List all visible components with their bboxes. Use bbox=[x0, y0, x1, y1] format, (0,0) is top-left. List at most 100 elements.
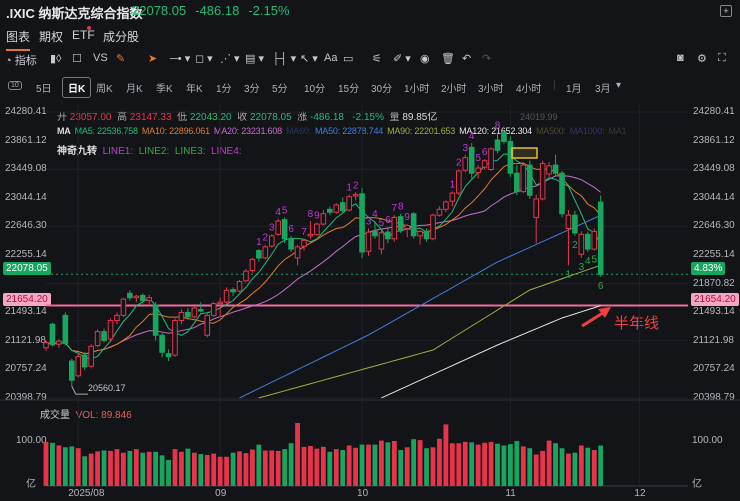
window-icon[interactable]: + bbox=[720, 5, 732, 17]
compare-button[interactable]: VS bbox=[93, 52, 108, 64]
period-5[interactable]: 年K bbox=[186, 84, 203, 95]
volume-bar bbox=[295, 423, 300, 486]
nine-turn-count: 8 bbox=[398, 202, 404, 213]
settings-icon[interactable]: ⚙ bbox=[697, 53, 707, 65]
indicator-button[interactable]: ◔ 指标 bbox=[5, 52, 37, 68]
candle-up bbox=[481, 160, 488, 168]
candle-up bbox=[462, 157, 469, 171]
period-0[interactable]: 5日 bbox=[36, 84, 52, 95]
low-label: 20560.17 bbox=[88, 383, 126, 393]
low-pointer bbox=[71, 385, 88, 395]
eye-icon[interactable]: ◉ bbox=[420, 53, 430, 65]
ma50-line bbox=[239, 214, 601, 399]
rect-tool-icon[interactable]: ◻ ▾ bbox=[195, 53, 213, 65]
volume-bar bbox=[572, 452, 578, 486]
price-tick-l-5: 22255.14 bbox=[5, 249, 47, 260]
period-14[interactable]: 3小时 bbox=[478, 84, 504, 95]
text-tool-button[interactable]: Aa bbox=[324, 52, 338, 64]
tab-chart[interactable]: 图表 bbox=[6, 30, 31, 51]
period-8[interactable]: 5分 bbox=[272, 84, 288, 95]
volume-bar bbox=[404, 447, 410, 486]
period-11[interactable]: 30分 bbox=[371, 84, 393, 95]
candle-down bbox=[81, 354, 88, 368]
square-icon[interactable]: ☐ bbox=[72, 53, 82, 65]
price-tick-r-8: 21121.98 bbox=[693, 334, 734, 346]
nine-turn-count: 8 bbox=[495, 121, 501, 132]
fib-tool-icon[interactable]: ▤ ▾ bbox=[245, 53, 264, 65]
period-dropdown-icon[interactable]: ▾ bbox=[616, 80, 622, 91]
date-tick-1: 09 bbox=[215, 488, 227, 499]
period-4[interactable]: 季K bbox=[156, 84, 173, 95]
brush-icon[interactable]: ✐ ▾ bbox=[393, 53, 411, 65]
nine-turn-count: 9 bbox=[314, 211, 320, 222]
candle-up bbox=[204, 314, 211, 336]
pct-badge: 4.83% bbox=[691, 262, 726, 275]
line-tool-icon[interactable]: ─• ▾ bbox=[170, 53, 191, 65]
candle-down bbox=[62, 314, 69, 344]
close-value: 22078.05 bbox=[249, 112, 292, 123]
tab-constituents[interactable]: 成分股 bbox=[103, 30, 140, 44]
volume-bar bbox=[346, 445, 352, 486]
period-15[interactable]: 4小时 bbox=[516, 84, 542, 95]
period-3[interactable]: 月K bbox=[126, 84, 143, 95]
nine-turn-count: 6 bbox=[598, 281, 604, 292]
period-7[interactable]: 3分 bbox=[244, 84, 260, 95]
volume-bar bbox=[230, 452, 236, 486]
candle-down bbox=[127, 292, 133, 299]
price-tick-r-2: 23449.08 bbox=[693, 163, 735, 175]
pencil-icon[interactable]: ✎ bbox=[116, 53, 126, 65]
chg-value: -486.18 bbox=[310, 112, 344, 123]
line2-label: LINE2: bbox=[138, 146, 170, 157]
nine-legend[interactable]: 神奇九转 LINE1: LINE2: LINE3: LINE4: bbox=[57, 142, 242, 157]
ma-legend[interactable]: MA MA5: 22536.758 MA10: 22896.061 MA20: 232… bbox=[57, 126, 630, 136]
fullscreen-icon[interactable]: ⛶ bbox=[718, 52, 726, 64]
tab-options[interactable]: 期权 bbox=[39, 30, 64, 44]
volume-bar bbox=[553, 443, 558, 486]
volume-bar bbox=[62, 447, 68, 486]
ma120-value: MA120: 21652.304 bbox=[459, 126, 532, 136]
trash-icon[interactable]: 🗑 bbox=[441, 53, 455, 65]
cursor-icon[interactable]: ➤ bbox=[148, 53, 158, 65]
candle-down bbox=[410, 213, 417, 237]
candle-up bbox=[88, 345, 94, 367]
tab-etf[interactable]: ETF bbox=[72, 28, 95, 42]
last-price: 22078.05 bbox=[132, 3, 187, 18]
pattern-tool-icon[interactable]: ⋰ ▾ bbox=[220, 53, 240, 65]
vol-tick-left: 100.00 bbox=[16, 435, 47, 446]
calendar-icon[interactable]: 10 bbox=[8, 81, 22, 90]
arrow-tool-icon[interactable]: ↖ ▾ bbox=[300, 53, 318, 65]
comment-icon[interactable]: ▭ bbox=[343, 53, 354, 65]
period-13[interactable]: 2小时 bbox=[441, 84, 467, 95]
period-12[interactable]: 1小时 bbox=[404, 84, 430, 95]
high-label: 高 bbox=[117, 112, 128, 123]
period-1[interactable]: 日K bbox=[62, 77, 92, 98]
current-price-badge: 22078.05 bbox=[3, 262, 51, 275]
candle-up bbox=[307, 233, 314, 237]
volume-bar bbox=[449, 443, 455, 486]
magnet-icon[interactable]: ⚟ bbox=[372, 53, 382, 65]
period-2[interactable]: 周K bbox=[96, 84, 113, 95]
candle-up bbox=[314, 223, 320, 235]
ma90-line bbox=[258, 264, 601, 399]
volume-bar bbox=[430, 447, 436, 486]
period-16[interactable]: 1月 bbox=[566, 84, 582, 95]
volume-bar bbox=[585, 447, 591, 486]
volume-bar bbox=[282, 449, 288, 486]
period-9[interactable]: 10分 bbox=[304, 84, 326, 95]
undo-icon[interactable]: ↶ bbox=[462, 53, 472, 65]
period-6[interactable]: 1分 bbox=[216, 84, 232, 95]
period-10[interactable]: 15分 bbox=[338, 84, 360, 95]
ma10-value: MA10: 22896.061 bbox=[141, 126, 210, 136]
candle-up bbox=[333, 204, 340, 213]
volume-bar bbox=[101, 450, 107, 486]
camera-icon[interactable]: ◙ bbox=[677, 52, 684, 64]
candle-down bbox=[101, 331, 107, 341]
measure-tool-icon[interactable]: ├┤ ▾ bbox=[272, 53, 297, 65]
candle-up bbox=[275, 220, 281, 235]
candle-type-icon[interactable]: ▮◊ bbox=[50, 53, 62, 65]
redo-icon[interactable]: ↷ bbox=[482, 53, 492, 65]
volume-bar bbox=[217, 456, 223, 486]
close-label: 收 bbox=[237, 112, 248, 123]
period-17[interactable]: 3月 bbox=[595, 84, 611, 95]
